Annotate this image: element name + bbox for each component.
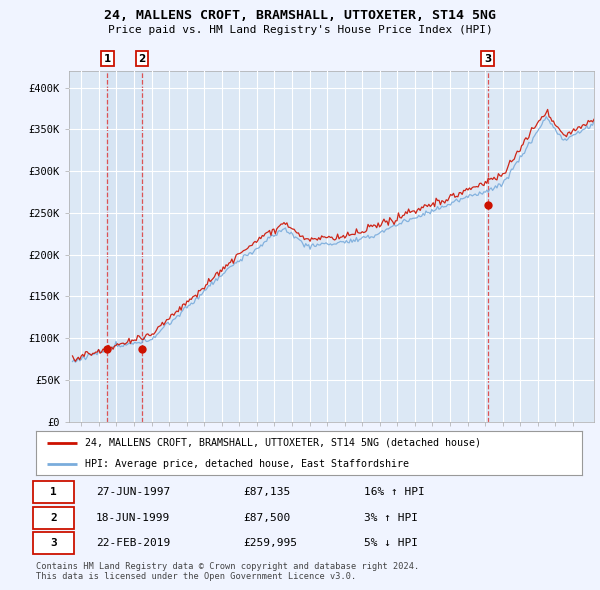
Text: 2: 2 (50, 513, 57, 523)
Text: 1: 1 (50, 487, 57, 497)
Text: 5% ↓ HPI: 5% ↓ HPI (364, 538, 418, 548)
Text: £259,995: £259,995 (244, 538, 298, 548)
Text: 18-JUN-1999: 18-JUN-1999 (96, 513, 170, 523)
Text: 3: 3 (50, 538, 57, 548)
Text: 16% ↑ HPI: 16% ↑ HPI (364, 487, 424, 497)
Text: HPI: Average price, detached house, East Staffordshire: HPI: Average price, detached house, East… (85, 459, 409, 469)
Text: 2: 2 (139, 54, 146, 64)
Text: 24, MALLENS CROFT, BRAMSHALL, UTTOXETER, ST14 5NG (detached house): 24, MALLENS CROFT, BRAMSHALL, UTTOXETER,… (85, 438, 481, 448)
Text: Price paid vs. HM Land Registry's House Price Index (HPI): Price paid vs. HM Land Registry's House … (107, 25, 493, 35)
Bar (107, 71, 142, 422)
FancyBboxPatch shape (33, 532, 74, 555)
FancyBboxPatch shape (33, 507, 74, 529)
Text: £87,135: £87,135 (244, 487, 291, 497)
FancyBboxPatch shape (33, 481, 74, 503)
Text: 27-JUN-1997: 27-JUN-1997 (96, 487, 170, 497)
Text: 1: 1 (104, 54, 111, 64)
Text: £87,500: £87,500 (244, 513, 291, 523)
Text: 3% ↑ HPI: 3% ↑ HPI (364, 513, 418, 523)
Text: Contains HM Land Registry data © Crown copyright and database right 2024.
This d: Contains HM Land Registry data © Crown c… (36, 562, 419, 581)
Text: 24, MALLENS CROFT, BRAMSHALL, UTTOXETER, ST14 5NG: 24, MALLENS CROFT, BRAMSHALL, UTTOXETER,… (104, 9, 496, 22)
Text: 3: 3 (484, 54, 491, 64)
Text: 22-FEB-2019: 22-FEB-2019 (96, 538, 170, 548)
